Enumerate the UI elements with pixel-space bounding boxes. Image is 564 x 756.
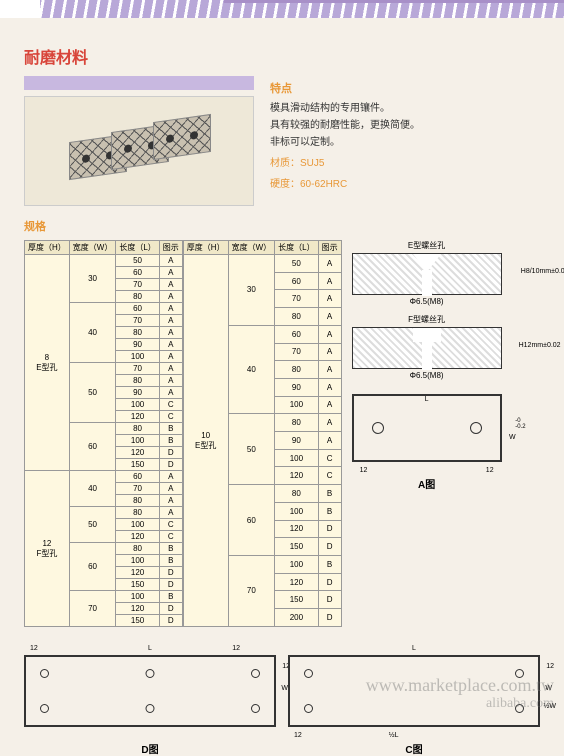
diagram-f: H12mm±0.02 (352, 327, 502, 369)
col-l: 长度（L） (275, 241, 318, 255)
spec-table-right: 厚度（H） 宽度（W） 长度（L） 图示 10 E型孔3050A60A70A80… (183, 240, 342, 627)
diag-e-label: E型螺丝孔 (352, 240, 502, 251)
product-col (24, 76, 254, 206)
spec-table-left: 厚度（H） 宽度（W） 长度（L） 图示 8 E型孔3050A60A70A80A… (24, 240, 183, 627)
fig-c-label: C图 (288, 741, 540, 756)
product-image (24, 96, 254, 206)
watermark: www.marketplace.com.tw alibaba.com (366, 675, 554, 713)
product-info: 特点 模具滑动结构的专用镶件。 具有较强的耐磨性能，更换简便。 非标可以定制。 … (270, 76, 540, 206)
features-heading: 特点 (270, 80, 540, 96)
header-stripes (0, 0, 564, 18)
fig-a-label: A图 (352, 476, 502, 491)
col-w: 宽度（W） (69, 241, 116, 255)
dim-text: H12mm±0.02 (519, 342, 561, 349)
feature-line: 模具滑动结构的专用镶件。 (270, 99, 540, 114)
col-fig: 图示 (318, 241, 341, 255)
spec-tables: 厚度（H） 宽度（W） 长度（L） 图示 8 E型孔3050A60A70A80A… (24, 240, 342, 627)
feature-line: 非标可以定制。 (270, 133, 540, 148)
col-w: 宽度（W） (228, 241, 275, 255)
product-bar (24, 76, 254, 90)
content-row: 厚度（H） 宽度（W） 长度（L） 图示 8 E型孔3050A60A70A80A… (24, 240, 540, 627)
spec-heading: 规格 (24, 218, 540, 234)
hardness-spec: 硬度：60-62HRC (270, 175, 540, 190)
col-fig: 图示 (159, 241, 182, 255)
dim-12: 12 (360, 467, 368, 474)
dim-w: W (509, 434, 516, 441)
dim-text: H8/10mm±0.02 (521, 268, 564, 275)
dim-text: Φ6.5(M8) (352, 297, 502, 306)
fig-d-label: D图 (24, 741, 276, 756)
dim-text: Φ6.5(M8) (352, 371, 502, 380)
col-h: 厚度（H） (25, 241, 70, 255)
diagram-a (352, 394, 502, 462)
material-spec: 材质：SUJ5 (270, 154, 540, 169)
diag-f-label: F型螺丝孔 (352, 314, 502, 325)
diagrams-col: E型螺丝孔 H8/10mm±0.02 Φ6.5(M8) F型螺丝孔 H12mm±… (352, 240, 502, 491)
figure-d: L 12 12 W 12 D图 (24, 655, 276, 756)
col-h: 厚度（H） (183, 241, 228, 255)
page-content: 耐磨材料 特点 模具滑动结构的专用镶件。 具有较强的耐磨性能，更换简便。 非标可… (0, 18, 564, 639)
dim-12: 12 (486, 467, 494, 474)
page-title: 耐磨材料 (24, 44, 540, 68)
product-row: 特点 模具滑动结构的专用镶件。 具有较强的耐磨性能，更换简便。 非标可以定制。 … (24, 76, 540, 206)
col-l: 长度（L） (116, 241, 159, 255)
diagram-e: H8/10mm±0.02 (352, 253, 502, 295)
feature-line: 具有较强的耐磨性能，更换简便。 (270, 116, 540, 131)
dim-tol: -0 -0.2 (515, 418, 525, 430)
